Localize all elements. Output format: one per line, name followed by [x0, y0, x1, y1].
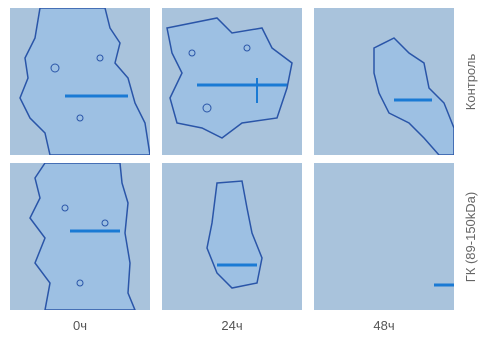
panel-gk-0h [10, 163, 150, 310]
col-label-24h: 24ч [221, 318, 243, 333]
panel-control-48h [314, 8, 454, 155]
col-label-0h: 0ч [72, 318, 87, 333]
panel-control-0h [10, 8, 150, 155]
row-label-gk: ГК (89-150kDa) [463, 191, 478, 283]
col-label-48h: 48ч [373, 318, 395, 333]
row-label-control: Контроль [463, 53, 478, 111]
panel-gk-48h [314, 163, 454, 310]
panel-control-24h [162, 8, 302, 155]
panel-gk-24h [162, 163, 302, 310]
